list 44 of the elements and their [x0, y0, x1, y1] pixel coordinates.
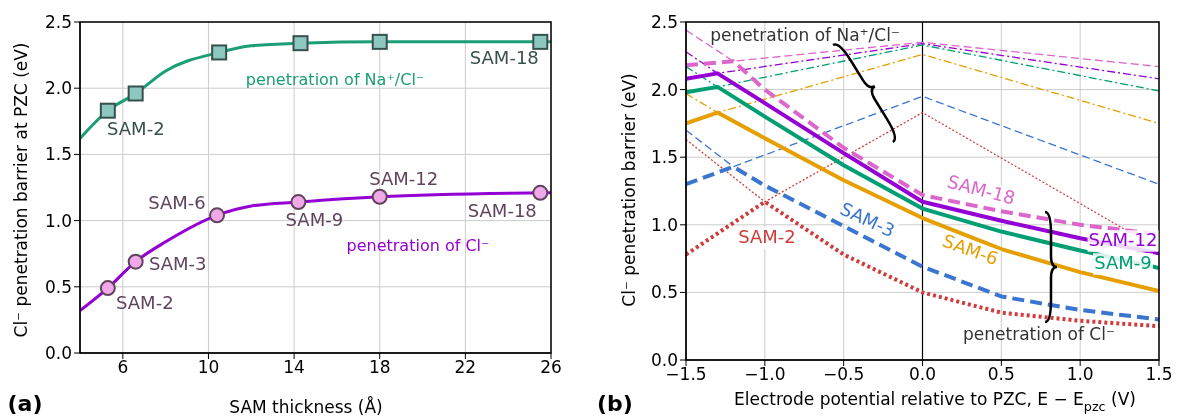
text: SAM-6 [939, 229, 1002, 270]
x-axis-title: Electrode potential relative to PZC, E − E$_{pzc}$ (V) [734, 389, 1136, 414]
x-tick-label: 18 [368, 357, 391, 378]
text: (b) [597, 391, 633, 416]
y-tick-label: 2.5 [44, 12, 72, 33]
x-tick-label: 6 [117, 357, 129, 378]
x-tick-label: 1.0 [1066, 364, 1094, 385]
x-tick-label: −1.0 [744, 364, 786, 385]
annotation: SAM-6 [148, 192, 206, 214]
x-tick-label: 26 [540, 357, 562, 378]
y-tick-label: 1.5 [44, 144, 72, 165]
series-label: penetration of Na⁺/Cl⁻ [245, 69, 425, 89]
x-tick-label: 0.5 [987, 364, 1015, 385]
annotation: SAM-18 [467, 199, 537, 221]
y-tick-label: 2.5 [650, 12, 678, 33]
annotation: SAM-2 [107, 117, 165, 139]
y-tick-label: 0.5 [650, 282, 678, 303]
y-tick-label: 1.5 [650, 147, 678, 168]
x-tick-label: 14 [283, 357, 305, 378]
annotation: penetration of Cl⁻ [963, 324, 1115, 344]
y-tick-label: 0.5 [44, 276, 72, 297]
annotation: SAM-9 [285, 209, 344, 231]
x-tick-label: 22 [454, 357, 477, 378]
x-tick-label: 10 [197, 357, 220, 378]
annotation: SAM-2 [116, 292, 174, 314]
annotation: SAM-3 [148, 252, 207, 274]
annotation: SAM-18 [469, 46, 539, 68]
y-tick-label: 2.0 [44, 78, 72, 99]
series-label: SAM-2 [738, 226, 796, 247]
y-tick-label: 1.0 [44, 210, 72, 231]
y-axis-title: Cl⁻ penetration barrier at PZC (eV) [11, 42, 31, 338]
x-axis-title: SAM thickness (Å) [229, 396, 383, 417]
x-tick-label: 0.0 [908, 364, 937, 385]
annotation: penetration of Na⁺/Cl⁻ [710, 25, 900, 45]
x-tick-label: −0.5 [823, 364, 865, 385]
text: penetration of Cl⁻ [346, 235, 490, 255]
text: SAM-18 [945, 170, 1018, 209]
text: (a) [7, 391, 43, 416]
y-axis-title: Cl⁻ penetration barrier (eV) [619, 73, 639, 307]
y-tick-label: 1.0 [650, 214, 678, 235]
y-tick-label: 0.0 [44, 343, 72, 364]
x-tick-label: 1.5 [1145, 364, 1173, 385]
annotation: SAM-12 [369, 167, 439, 189]
y-tick-label: 2.0 [650, 79, 678, 100]
